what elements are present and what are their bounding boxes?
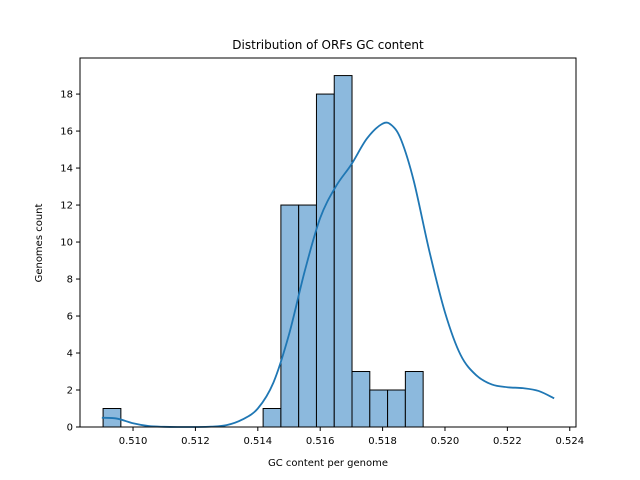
histogram-bar xyxy=(351,371,371,428)
y-tick-label: 10 xyxy=(60,238,73,249)
x-axis: 0.510 0.512 0.514 0.516 0.518 0.520 0.522 0.524 xyxy=(119,427,584,447)
bars-group xyxy=(102,75,424,428)
x-tick-label: 0.510 xyxy=(119,436,148,447)
x-tick-label: 0.512 xyxy=(181,436,210,447)
x-axis-label: GC content per genome xyxy=(268,458,388,469)
y-tick-label: 6 xyxy=(67,312,73,323)
chart-title: Distribution of ORFs GC content xyxy=(232,38,424,52)
y-tick-label: 14 xyxy=(60,164,73,175)
x-tick-label: 0.514 xyxy=(243,436,272,447)
histogram-bar xyxy=(262,408,282,428)
histogram-bar xyxy=(315,93,335,428)
histogram-bar xyxy=(369,389,389,428)
x-tick-label: 0.524 xyxy=(555,436,584,447)
x-tick-label: 0.518 xyxy=(368,436,397,447)
histogram-bar xyxy=(387,389,406,428)
y-axis: 0 2 4 6 8 10 12 14 16 18 xyxy=(60,90,80,434)
y-tick-label: 16 xyxy=(60,127,73,138)
y-tick-label: 12 xyxy=(60,201,73,212)
histogram-bar xyxy=(333,75,353,428)
y-axis-label: Genomes count xyxy=(34,203,45,282)
y-tick-label: 8 xyxy=(67,275,73,286)
histogram-bar xyxy=(404,371,424,428)
y-tick-label: 4 xyxy=(67,349,73,360)
y-tick-label: 2 xyxy=(67,386,73,397)
y-tick-label: 0 xyxy=(67,423,73,434)
x-tick-label: 0.520 xyxy=(431,436,460,447)
x-tick-label: 0.516 xyxy=(306,436,335,447)
x-tick-label: 0.522 xyxy=(493,436,522,447)
y-tick-label: 18 xyxy=(60,90,73,101)
histogram-bar xyxy=(280,204,300,428)
